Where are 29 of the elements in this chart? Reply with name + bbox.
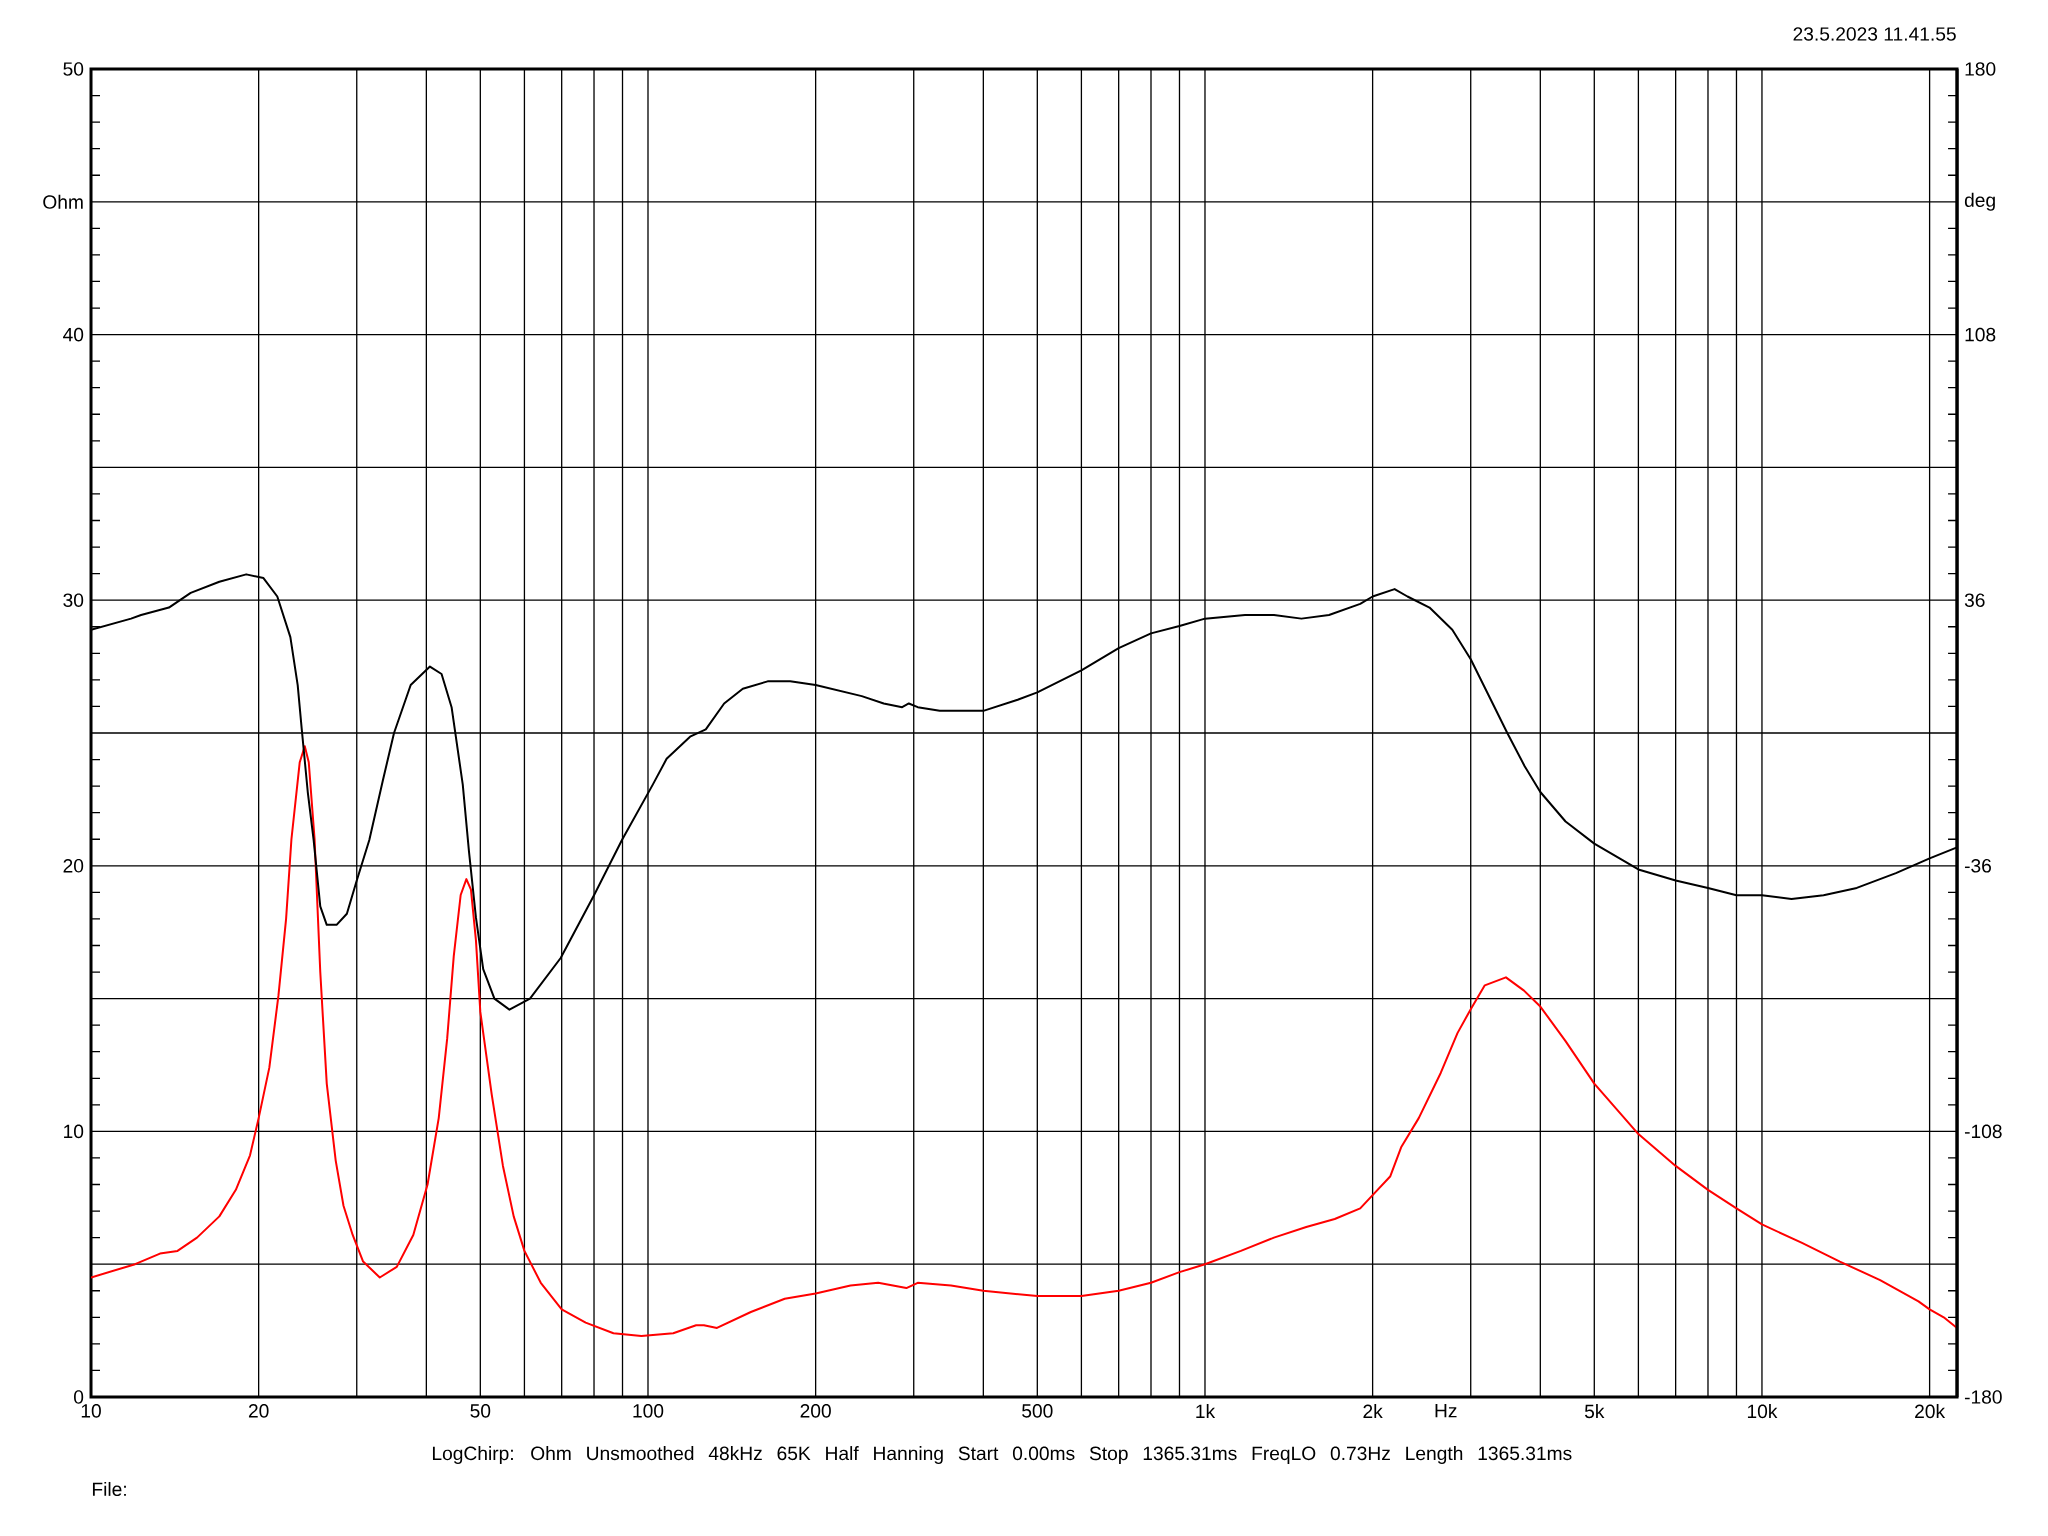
y2-axis-title: deg [1964, 192, 1995, 211]
x-tick-label: 20k [1915, 1404, 1946, 1419]
y2-tick-label: 36 [1964, 593, 1985, 607]
text: LogChirp: Ohm Unsmoothed 48kHz 65K Half Hanning Start 0.00ms Stop 1365.31ms FreqLO 0.73Hz Length 1365.31ms [432, 1446, 1572, 1464]
x-tick-label: 100 [633, 1404, 664, 1418]
y-tick-label: 50 [63, 62, 84, 76]
text: 23.5.2023 11.41.55 [1793, 27, 1956, 41]
y2-tick-label: 108 [1965, 327, 1996, 342]
x-tick-label: 200 [800, 1404, 831, 1418]
x-tick-label: 1k [1196, 1404, 1216, 1418]
x-axis-title: Hz [1435, 1404, 1457, 1418]
y-tick-label: 30 [63, 593, 84, 607]
y2-tick-label: 180 [1965, 62, 1996, 76]
y2-tick-label: -180 [1964, 1390, 2002, 1404]
y-tick-label: 20 [63, 859, 84, 873]
x-tick-label: 50 [470, 1404, 491, 1418]
x-tick-label: 20 [248, 1404, 269, 1418]
y-tick-label: 0 [74, 1390, 84, 1404]
x-tick-label: 2k [1363, 1404, 1383, 1418]
text: File: [92, 1481, 126, 1497]
y2-tick-label: -108 [1964, 1124, 2002, 1139]
y-tick-label: 40 [63, 327, 84, 342]
y2-tick-label: -36 [1964, 859, 1991, 873]
y-axis-title: Ohm [43, 194, 83, 209]
y-tick-label: 10 [64, 1124, 84, 1139]
x-tick-label: 10k [1747, 1404, 1778, 1419]
x-tick-label: 10 [81, 1404, 101, 1418]
x-tick-label: 500 [1022, 1404, 1053, 1418]
x-tick-label: 5k [1584, 1404, 1605, 1419]
